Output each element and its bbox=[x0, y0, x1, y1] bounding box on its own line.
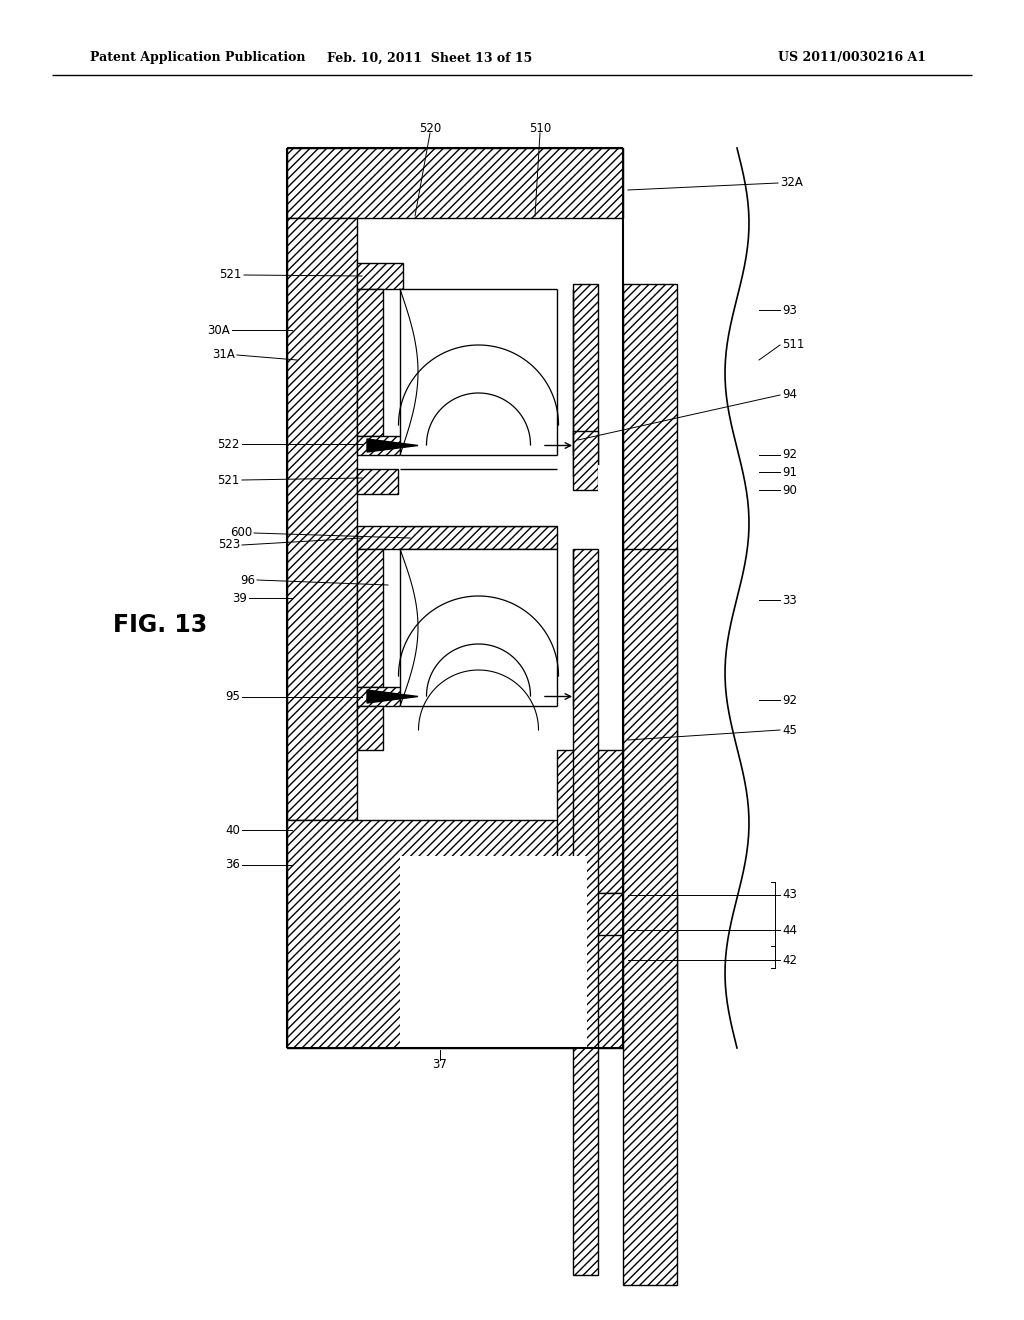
Bar bbox=[623, 935, 677, 1048]
Text: 40: 40 bbox=[225, 824, 240, 837]
Text: 92: 92 bbox=[782, 693, 797, 706]
Text: 522: 522 bbox=[218, 437, 240, 450]
Text: 93: 93 bbox=[782, 304, 797, 317]
Bar bbox=[573, 549, 598, 1275]
Bar bbox=[623, 284, 677, 809]
Text: 43: 43 bbox=[782, 888, 797, 902]
Text: 521: 521 bbox=[218, 474, 240, 487]
Bar bbox=[357, 289, 383, 436]
Bar bbox=[400, 469, 557, 525]
Bar bbox=[287, 148, 623, 218]
Text: 44: 44 bbox=[782, 924, 797, 936]
Text: 45: 45 bbox=[782, 723, 797, 737]
Bar bbox=[357, 525, 557, 549]
Bar bbox=[400, 855, 587, 894]
Text: Feb. 10, 2011  Sheet 13 of 15: Feb. 10, 2011 Sheet 13 of 15 bbox=[328, 51, 532, 65]
Text: 511: 511 bbox=[782, 338, 805, 351]
Bar bbox=[573, 432, 598, 490]
Text: 520: 520 bbox=[419, 121, 441, 135]
Bar bbox=[287, 218, 357, 820]
Polygon shape bbox=[367, 440, 418, 451]
Text: 30A: 30A bbox=[207, 323, 230, 337]
Text: 600: 600 bbox=[229, 527, 252, 540]
Bar bbox=[357, 469, 398, 494]
Text: Patent Application Publication: Patent Application Publication bbox=[90, 51, 305, 65]
Text: 95: 95 bbox=[225, 690, 240, 704]
Text: 90: 90 bbox=[782, 483, 797, 496]
Text: 523: 523 bbox=[218, 539, 240, 552]
Bar bbox=[573, 284, 598, 477]
Text: FIG. 13: FIG. 13 bbox=[113, 612, 207, 638]
Bar bbox=[400, 289, 557, 494]
Bar bbox=[400, 706, 557, 750]
Text: 33: 33 bbox=[782, 594, 797, 606]
Bar bbox=[557, 750, 623, 894]
Text: 96: 96 bbox=[240, 573, 255, 586]
Bar bbox=[623, 549, 677, 1284]
Text: 42: 42 bbox=[782, 953, 797, 966]
Text: 521: 521 bbox=[219, 268, 242, 281]
Text: 37: 37 bbox=[432, 1059, 447, 1072]
Bar bbox=[400, 894, 587, 1048]
Bar bbox=[357, 706, 383, 750]
Text: 92: 92 bbox=[782, 449, 797, 462]
Text: US 2011/0030216 A1: US 2011/0030216 A1 bbox=[778, 51, 926, 65]
Text: 39: 39 bbox=[232, 591, 247, 605]
Polygon shape bbox=[367, 690, 418, 704]
Text: 91: 91 bbox=[782, 466, 797, 479]
Bar bbox=[400, 289, 557, 455]
Bar bbox=[598, 465, 623, 549]
Bar bbox=[287, 820, 623, 1048]
Text: 31A: 31A bbox=[212, 348, 234, 362]
Bar bbox=[623, 894, 677, 935]
Bar bbox=[357, 549, 383, 686]
Bar bbox=[357, 436, 418, 455]
Text: 36: 36 bbox=[225, 858, 240, 871]
Text: 94: 94 bbox=[782, 388, 797, 401]
Bar bbox=[357, 686, 418, 706]
Bar bbox=[400, 549, 557, 706]
Bar bbox=[357, 263, 403, 289]
Bar bbox=[557, 894, 623, 935]
Text: 510: 510 bbox=[528, 121, 551, 135]
Text: 32A: 32A bbox=[780, 177, 803, 190]
